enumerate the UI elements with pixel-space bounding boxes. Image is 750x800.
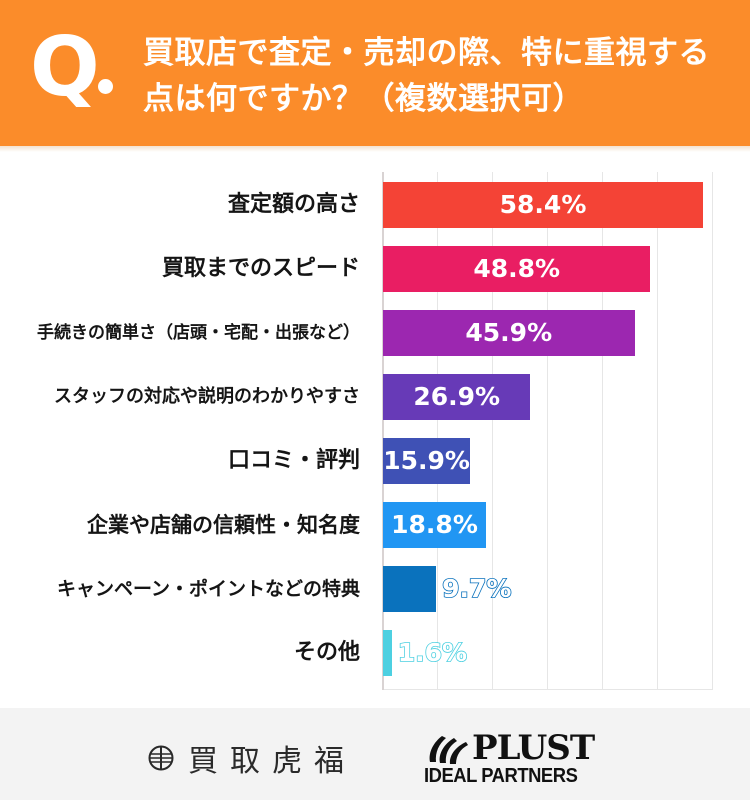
gridline-50 [657,172,658,690]
chart-row: 買取までのスピード 48.8% [0,246,750,292]
chart-row: 手続きの簡単さ（店頭・宅配・出張など） 45.9% [0,310,750,356]
value-label: 15.9% [383,446,470,475]
plust-logo: PLUST IDEAL PARTNERS [424,728,599,788]
gridline-60 [712,172,713,690]
gridline-40 [602,172,603,690]
torafuku-emblem-icon [148,745,174,771]
y-axis-line [382,172,384,690]
category-label: 企業や店舗の信頼性・知名度 [87,513,360,537]
ideal-partners-wordmark: IDEAL PARTNERS [424,765,578,787]
q-mark: Q [30,20,100,115]
bar [383,246,651,292]
bar [383,182,704,228]
value-label: 58.4% [499,190,587,219]
value-label: 26.9% [413,382,501,411]
question-title: 買取店で査定・売却の際、特に重視する点は何ですか？（複数選択可） [143,35,710,117]
category-label: 手続きの簡単さ（店頭・宅配・出張など） [37,323,360,343]
value-label: 1.6% [397,637,468,668]
gridline-30 [547,172,548,690]
value-label: 48.8% [473,254,561,283]
q-dot-icon [98,79,113,94]
bar [383,502,487,548]
plust-swoosh-icon [429,736,468,764]
chart-row: その他 1.6% [0,630,750,676]
chart-row: 査定額の高さ 58.4% [0,182,750,228]
question-header: Q 買取店で査定・売却の際、特に重視する点は何ですか？（複数選択可） [0,0,750,146]
chart-row: キャンペーン・ポイントなどの特典 9.7% [0,566,750,612]
value-label: 45.9% [465,318,553,347]
gridline-10 [437,172,438,690]
bar [383,310,635,356]
bar [383,374,531,420]
value-label: 9.7% [441,573,512,604]
plust-wordmark: PLUST [472,728,595,768]
header-divider [0,146,750,152]
bar-chart: 査定額の高さ 58.4% 買取までのスピード 48.8% 手続きの簡単さ（店頭・宅配・出… [0,152,750,708]
kaitori-torafuku-logo: 買取虎福 [148,738,356,779]
category-label: 査定額の高さ [227,192,360,217]
logo1-text: 買取虎福 [188,744,356,779]
category-label: キャンペーン・ポイントなどの特典 [56,578,360,600]
category-label: 買取までのスピード [161,256,360,281]
x-axis-line [383,689,713,690]
bar [383,438,471,484]
value-label: 18.8% [391,510,478,539]
chart-row: 口コミ・評判 15.9% [0,438,750,484]
bar [383,630,392,676]
bar [383,566,437,612]
category-label: スタッフの対応や説明のわかりやすさ [54,386,360,407]
gridline-20 [492,172,493,690]
chart-row: スタッフの対応や説明のわかりやすさ 26.9% [0,374,750,420]
category-label: その他 [293,640,360,665]
footer: 買取虎福 PLUST IDEAL PARTNERS [0,708,750,800]
chart-row: 企業や店舗の信頼性・知名度 18.8% [0,502,750,548]
category-label: 口コミ・評判 [227,448,360,473]
